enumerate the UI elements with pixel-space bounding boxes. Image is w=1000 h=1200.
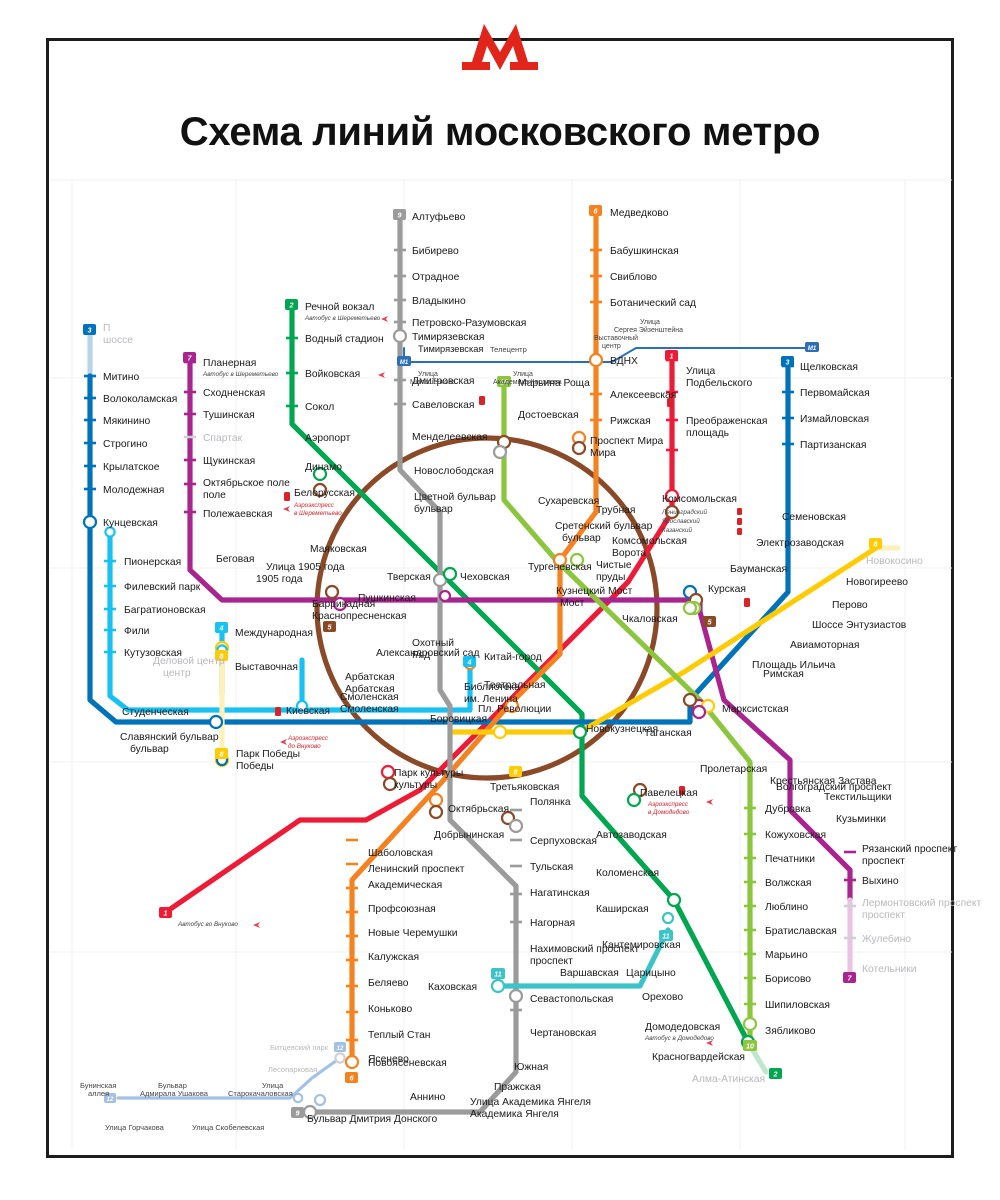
map-frame [46,38,954,1158]
metro-logo [0,18,1000,74]
moscow-metro-m-logo [462,24,538,70]
page-title: Схема линий московского метро [179,110,821,154]
